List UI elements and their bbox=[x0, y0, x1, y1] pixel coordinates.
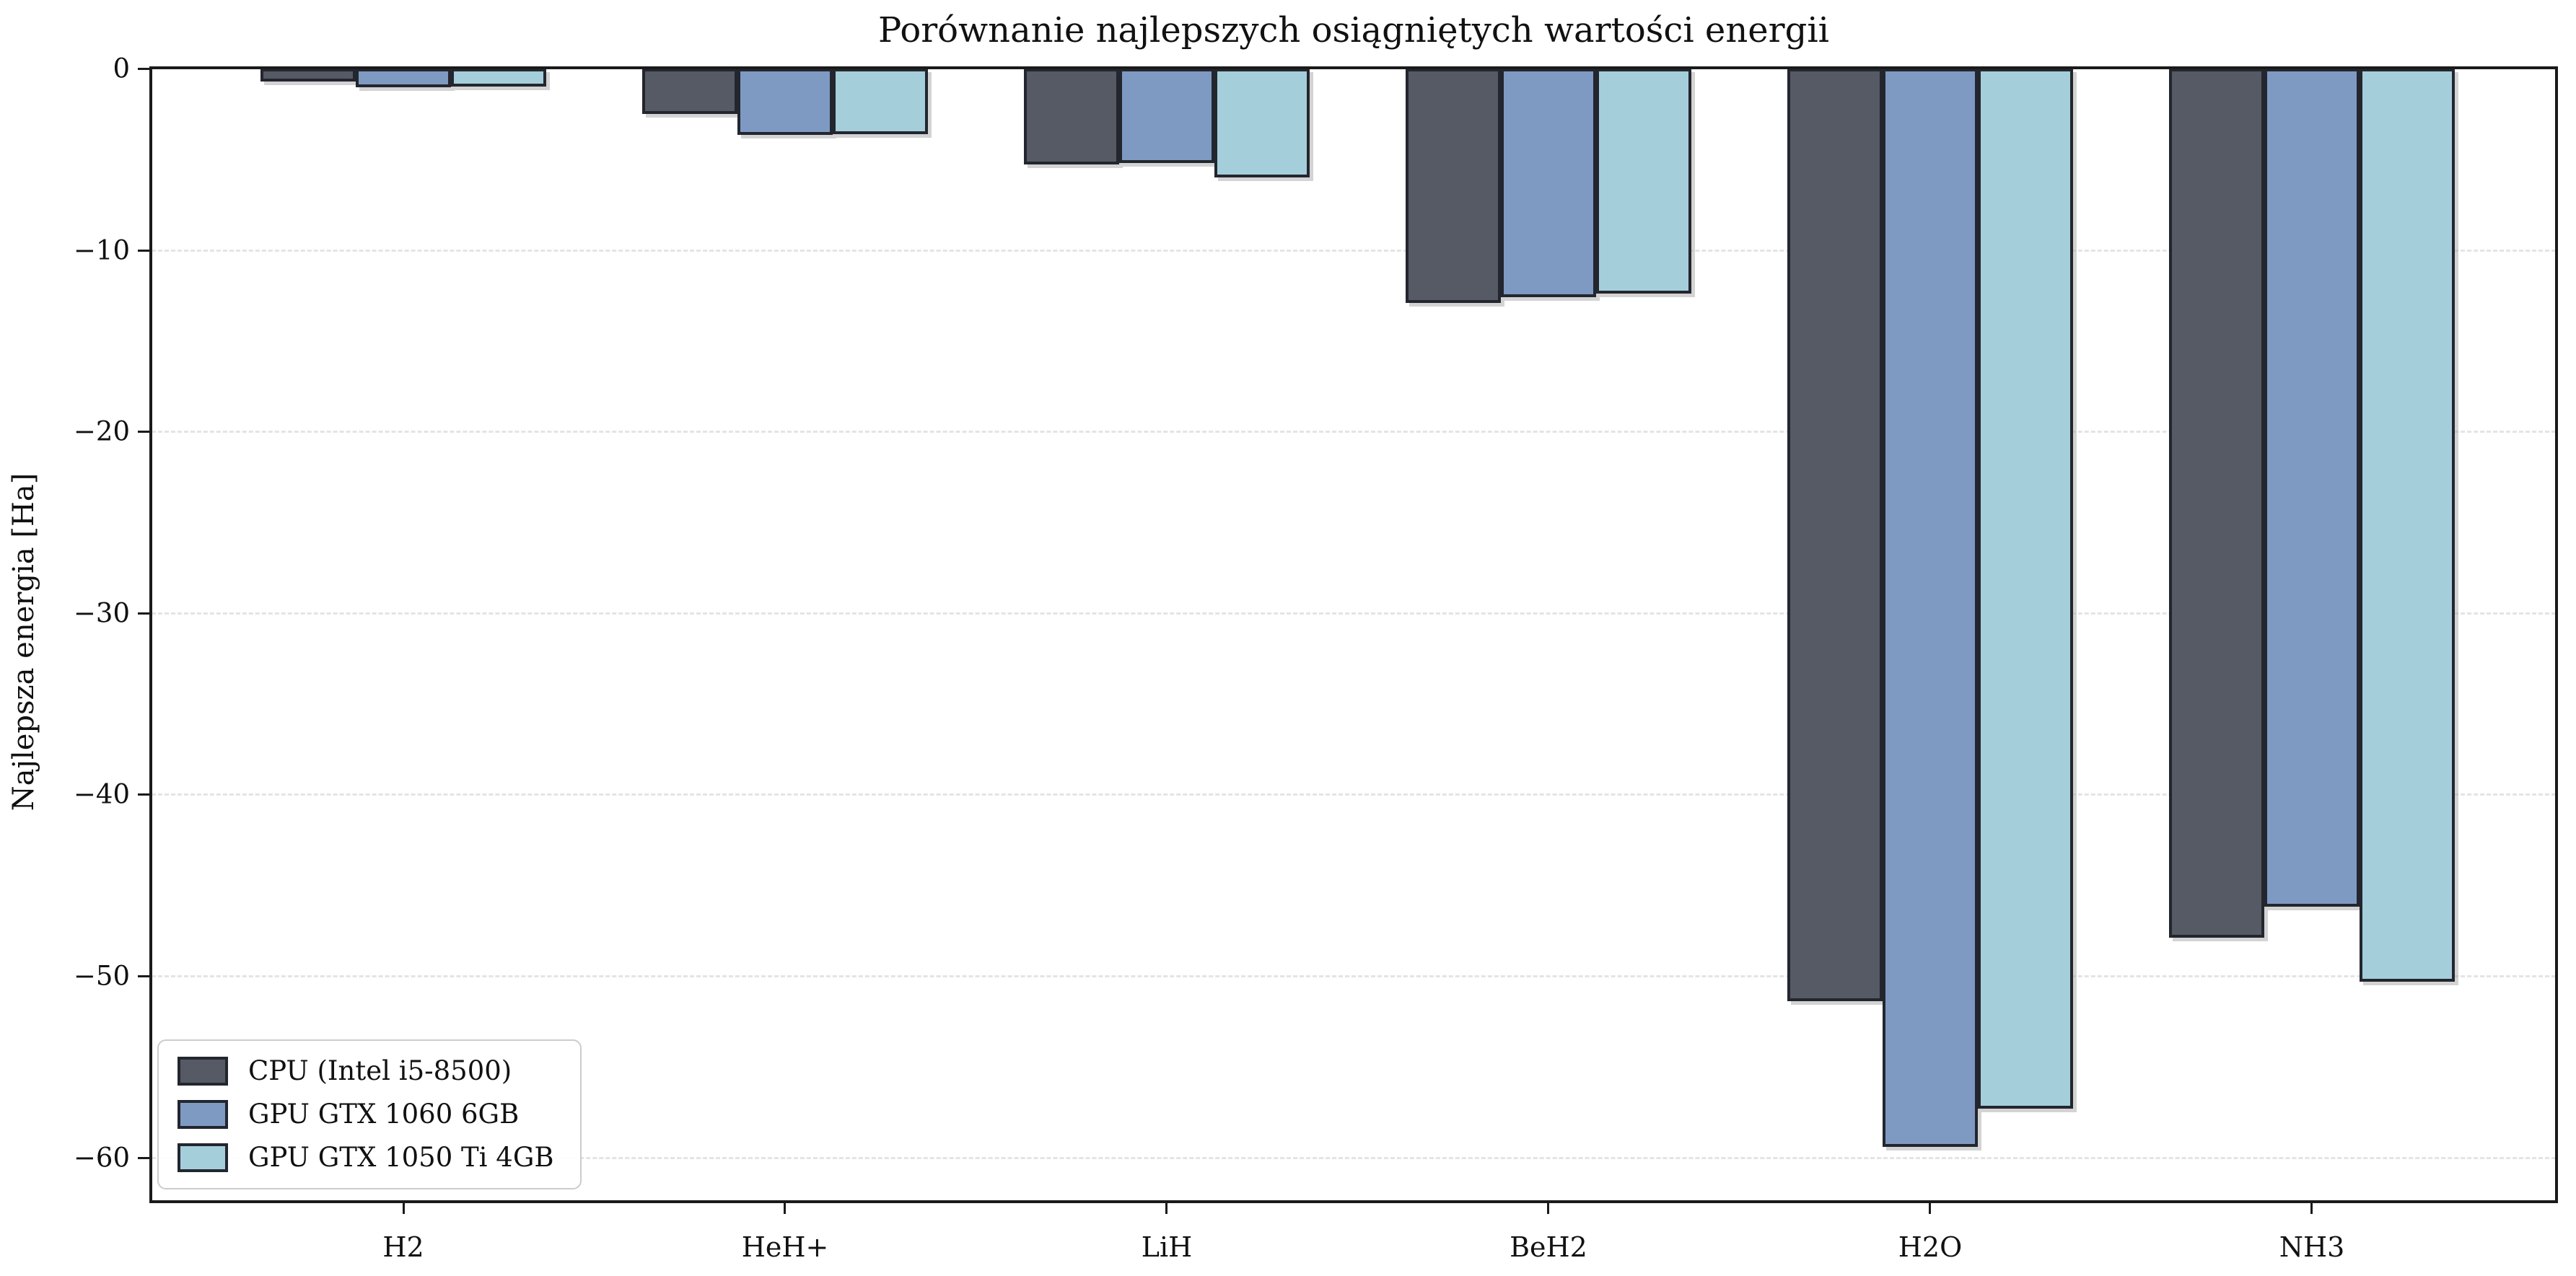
axis-spine-bottom bbox=[149, 1200, 2558, 1203]
y-gridline bbox=[152, 431, 2556, 433]
y-tick-label: 0 bbox=[113, 53, 130, 84]
y-tick-label: −10 bbox=[73, 234, 130, 266]
legend-label: CPU (Intel i5-8500) bbox=[248, 1055, 512, 1086]
bar-NH3-series-2 bbox=[2264, 69, 2360, 907]
y-gridline bbox=[152, 1157, 2556, 1159]
bar-NH3-series-3 bbox=[2360, 69, 2455, 982]
bar-HeH+-series-2 bbox=[737, 69, 833, 135]
legend-swatch bbox=[178, 1057, 228, 1086]
y-tick-mark bbox=[138, 612, 149, 615]
x-tick-mark bbox=[1929, 1202, 1931, 1214]
bar-H2-series-1 bbox=[260, 69, 356, 82]
axis-spine-left bbox=[149, 66, 152, 1203]
y-tick-mark bbox=[138, 431, 149, 433]
y-tick-label: −30 bbox=[73, 597, 130, 629]
bar-H2-series-2 bbox=[356, 69, 451, 87]
x-tick-mark bbox=[1547, 1202, 1549, 1214]
y-gridline bbox=[152, 612, 2556, 615]
chart-title: Porównanie najlepszych osiągniętych wart… bbox=[877, 10, 1830, 50]
x-tick-label: BeH2 bbox=[1510, 1231, 1587, 1263]
bar-LiH-series-1 bbox=[1024, 69, 1119, 164]
legend-swatch bbox=[178, 1143, 228, 1172]
axis-spine-top bbox=[149, 66, 2558, 69]
y-tick-mark bbox=[138, 250, 149, 252]
bar-BeH2-series-3 bbox=[1596, 69, 1691, 294]
y-tick-mark bbox=[138, 793, 149, 796]
y-tick-label: −20 bbox=[73, 415, 130, 447]
y-tick-label: −60 bbox=[73, 1142, 130, 1174]
bar-H2O-series-1 bbox=[1787, 69, 1883, 1001]
y-tick-mark bbox=[138, 68, 149, 70]
x-tick-label: HeH+ bbox=[741, 1231, 829, 1263]
y-tick-mark bbox=[138, 1157, 149, 1159]
legend-row: GPU GTX 1050 Ti 4GB bbox=[178, 1142, 554, 1174]
bar-LiH-series-3 bbox=[1214, 69, 1310, 177]
axis-spine-right bbox=[2555, 66, 2558, 1203]
bar-LiH-series-2 bbox=[1119, 69, 1214, 163]
x-tick-label: NH3 bbox=[2279, 1231, 2345, 1263]
y-axis-label: Najlepsza energia [Ha] bbox=[7, 472, 40, 811]
legend-label: GPU GTX 1050 Ti 4GB bbox=[248, 1142, 554, 1173]
y-tick-label: −50 bbox=[73, 960, 130, 992]
bar-H2O-series-3 bbox=[1978, 69, 2073, 1109]
y-tick-mark bbox=[138, 975, 149, 977]
bar-H2-series-3 bbox=[451, 69, 546, 87]
x-tick-mark bbox=[1165, 1202, 1167, 1214]
x-tick-mark bbox=[403, 1202, 405, 1214]
x-tick-label: H2 bbox=[382, 1231, 424, 1263]
x-tick-mark bbox=[2310, 1202, 2313, 1214]
y-gridline bbox=[152, 250, 2556, 252]
x-tick-label: H2O bbox=[1898, 1231, 1963, 1263]
bar-HeH+-series-1 bbox=[642, 69, 737, 114]
legend-swatch bbox=[178, 1100, 228, 1129]
legend-row: CPU (Intel i5-8500) bbox=[178, 1055, 554, 1087]
bar-BeH2-series-2 bbox=[1501, 69, 1596, 297]
bar-NH3-series-1 bbox=[2169, 69, 2264, 938]
x-tick-label: LiH bbox=[1141, 1231, 1193, 1263]
legend-row: GPU GTX 1060 6GB bbox=[178, 1099, 554, 1130]
legend-label: GPU GTX 1060 6GB bbox=[248, 1099, 520, 1130]
y-tick-label: −40 bbox=[73, 778, 130, 810]
bar-H2O-series-2 bbox=[1883, 69, 1978, 1147]
bar-BeH2-series-1 bbox=[1406, 69, 1501, 303]
x-tick-mark bbox=[784, 1202, 786, 1214]
legend: CPU (Intel i5-8500) GPU GTX 1060 6GB GPU G… bbox=[157, 1039, 582, 1189]
y-gridline bbox=[152, 793, 2556, 796]
y-gridline bbox=[152, 975, 2556, 977]
bar-HeH+-series-3 bbox=[833, 69, 928, 134]
plot-area: 0 −10 −20 −30 −40 −50 −60 H2 HeH+ LiH BeH2 H2O NH3 C… bbox=[74, 56, 2558, 1263]
